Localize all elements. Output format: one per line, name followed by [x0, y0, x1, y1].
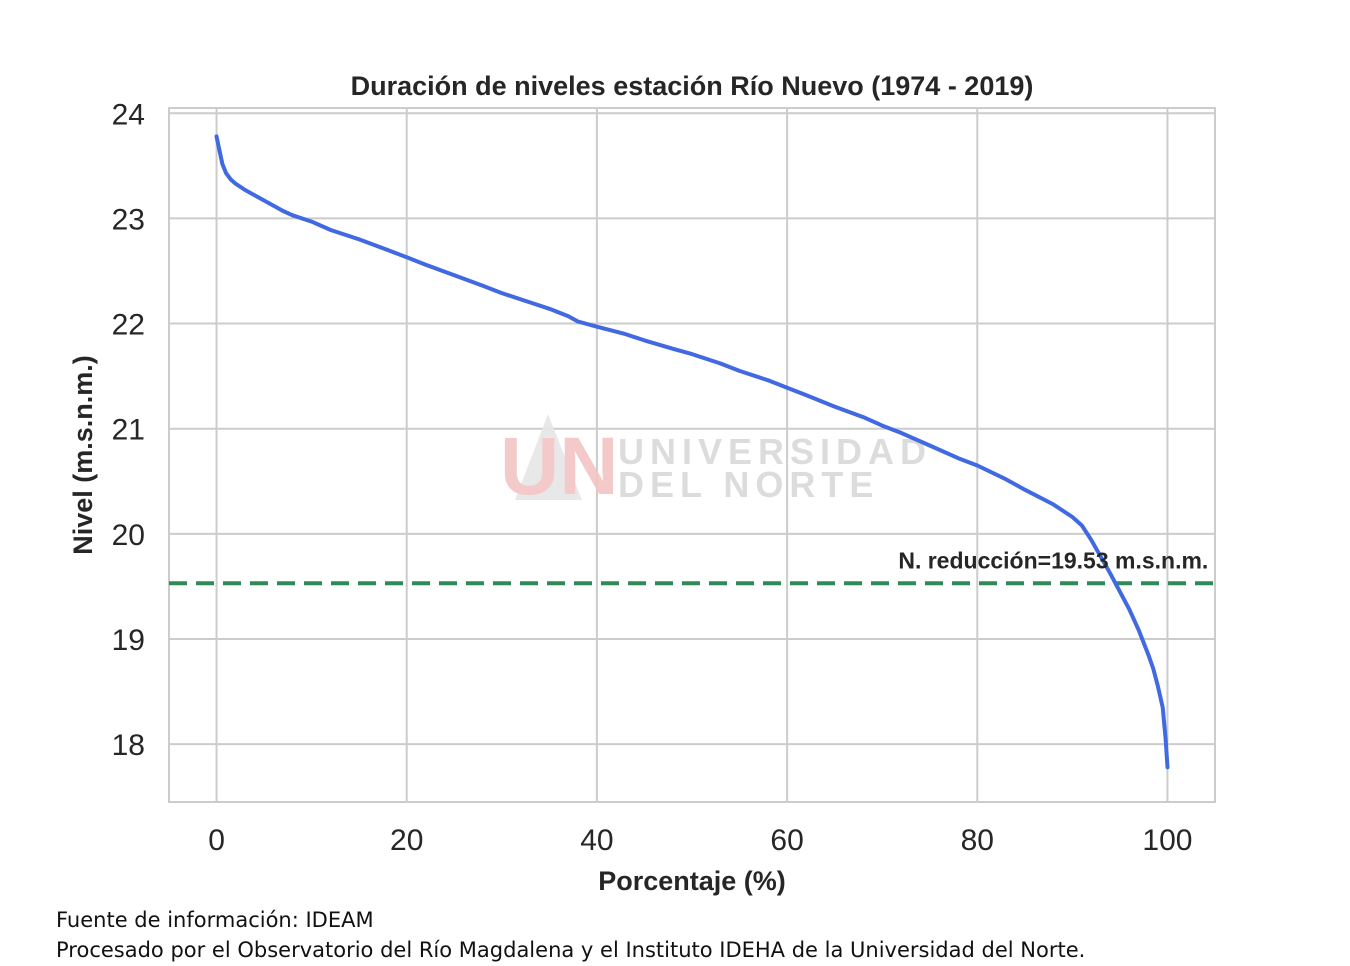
grid — [169, 108, 1215, 802]
plot-area — [168, 107, 1216, 803]
series-line — [214, 134, 1170, 770]
y-tick-label: 18 — [112, 729, 145, 762]
reference-line-annotation: N. reducción=19.53 m.s.n.m. — [898, 548, 1208, 574]
x-tick-labels: 0 20 40 60 80 100 — [208, 824, 1192, 857]
x-tick-label: 0 — [208, 824, 225, 857]
chart: Duración de niveles estación Río Nuevo (… — [68, 71, 1216, 896]
y-tick-label: 22 — [112, 309, 145, 342]
watermark-logo-letters: UN — [500, 421, 618, 512]
x-tick-label: 60 — [770, 824, 803, 857]
x-tick-label: 100 — [1142, 824, 1192, 857]
y-tick-label: 21 — [112, 414, 145, 447]
watermark-line2: DEL NORTE — [618, 464, 879, 505]
y-tick-label: 20 — [112, 519, 145, 552]
footer-source: Fuente de información: IDEAM — [56, 908, 374, 932]
y-tick-label: 23 — [112, 203, 145, 236]
chart-title: Duración de niveles estación Río Nuevo (… — [351, 71, 1034, 101]
watermark-line1: UNIVERSIDAD — [618, 431, 932, 472]
y-axis-label: Nivel (m.s.n.m.) — [68, 355, 98, 555]
x-tick-label: 80 — [961, 824, 994, 857]
series-group — [214, 134, 1170, 770]
y-tick-labels: 18 19 20 21 22 23 24 — [112, 98, 145, 762]
y-tick-label: 24 — [112, 98, 145, 131]
y-tick-label: 19 — [112, 624, 145, 657]
x-tick-label: 40 — [580, 824, 613, 857]
x-tick-label: 20 — [390, 824, 423, 857]
watermark-logo: UN UNIVERSIDAD DEL NORTE — [500, 414, 932, 512]
x-axis-label: Porcentaje (%) — [598, 866, 786, 896]
footer-processed-by: Procesado por el Observatorio del Río Ma… — [56, 938, 1086, 962]
